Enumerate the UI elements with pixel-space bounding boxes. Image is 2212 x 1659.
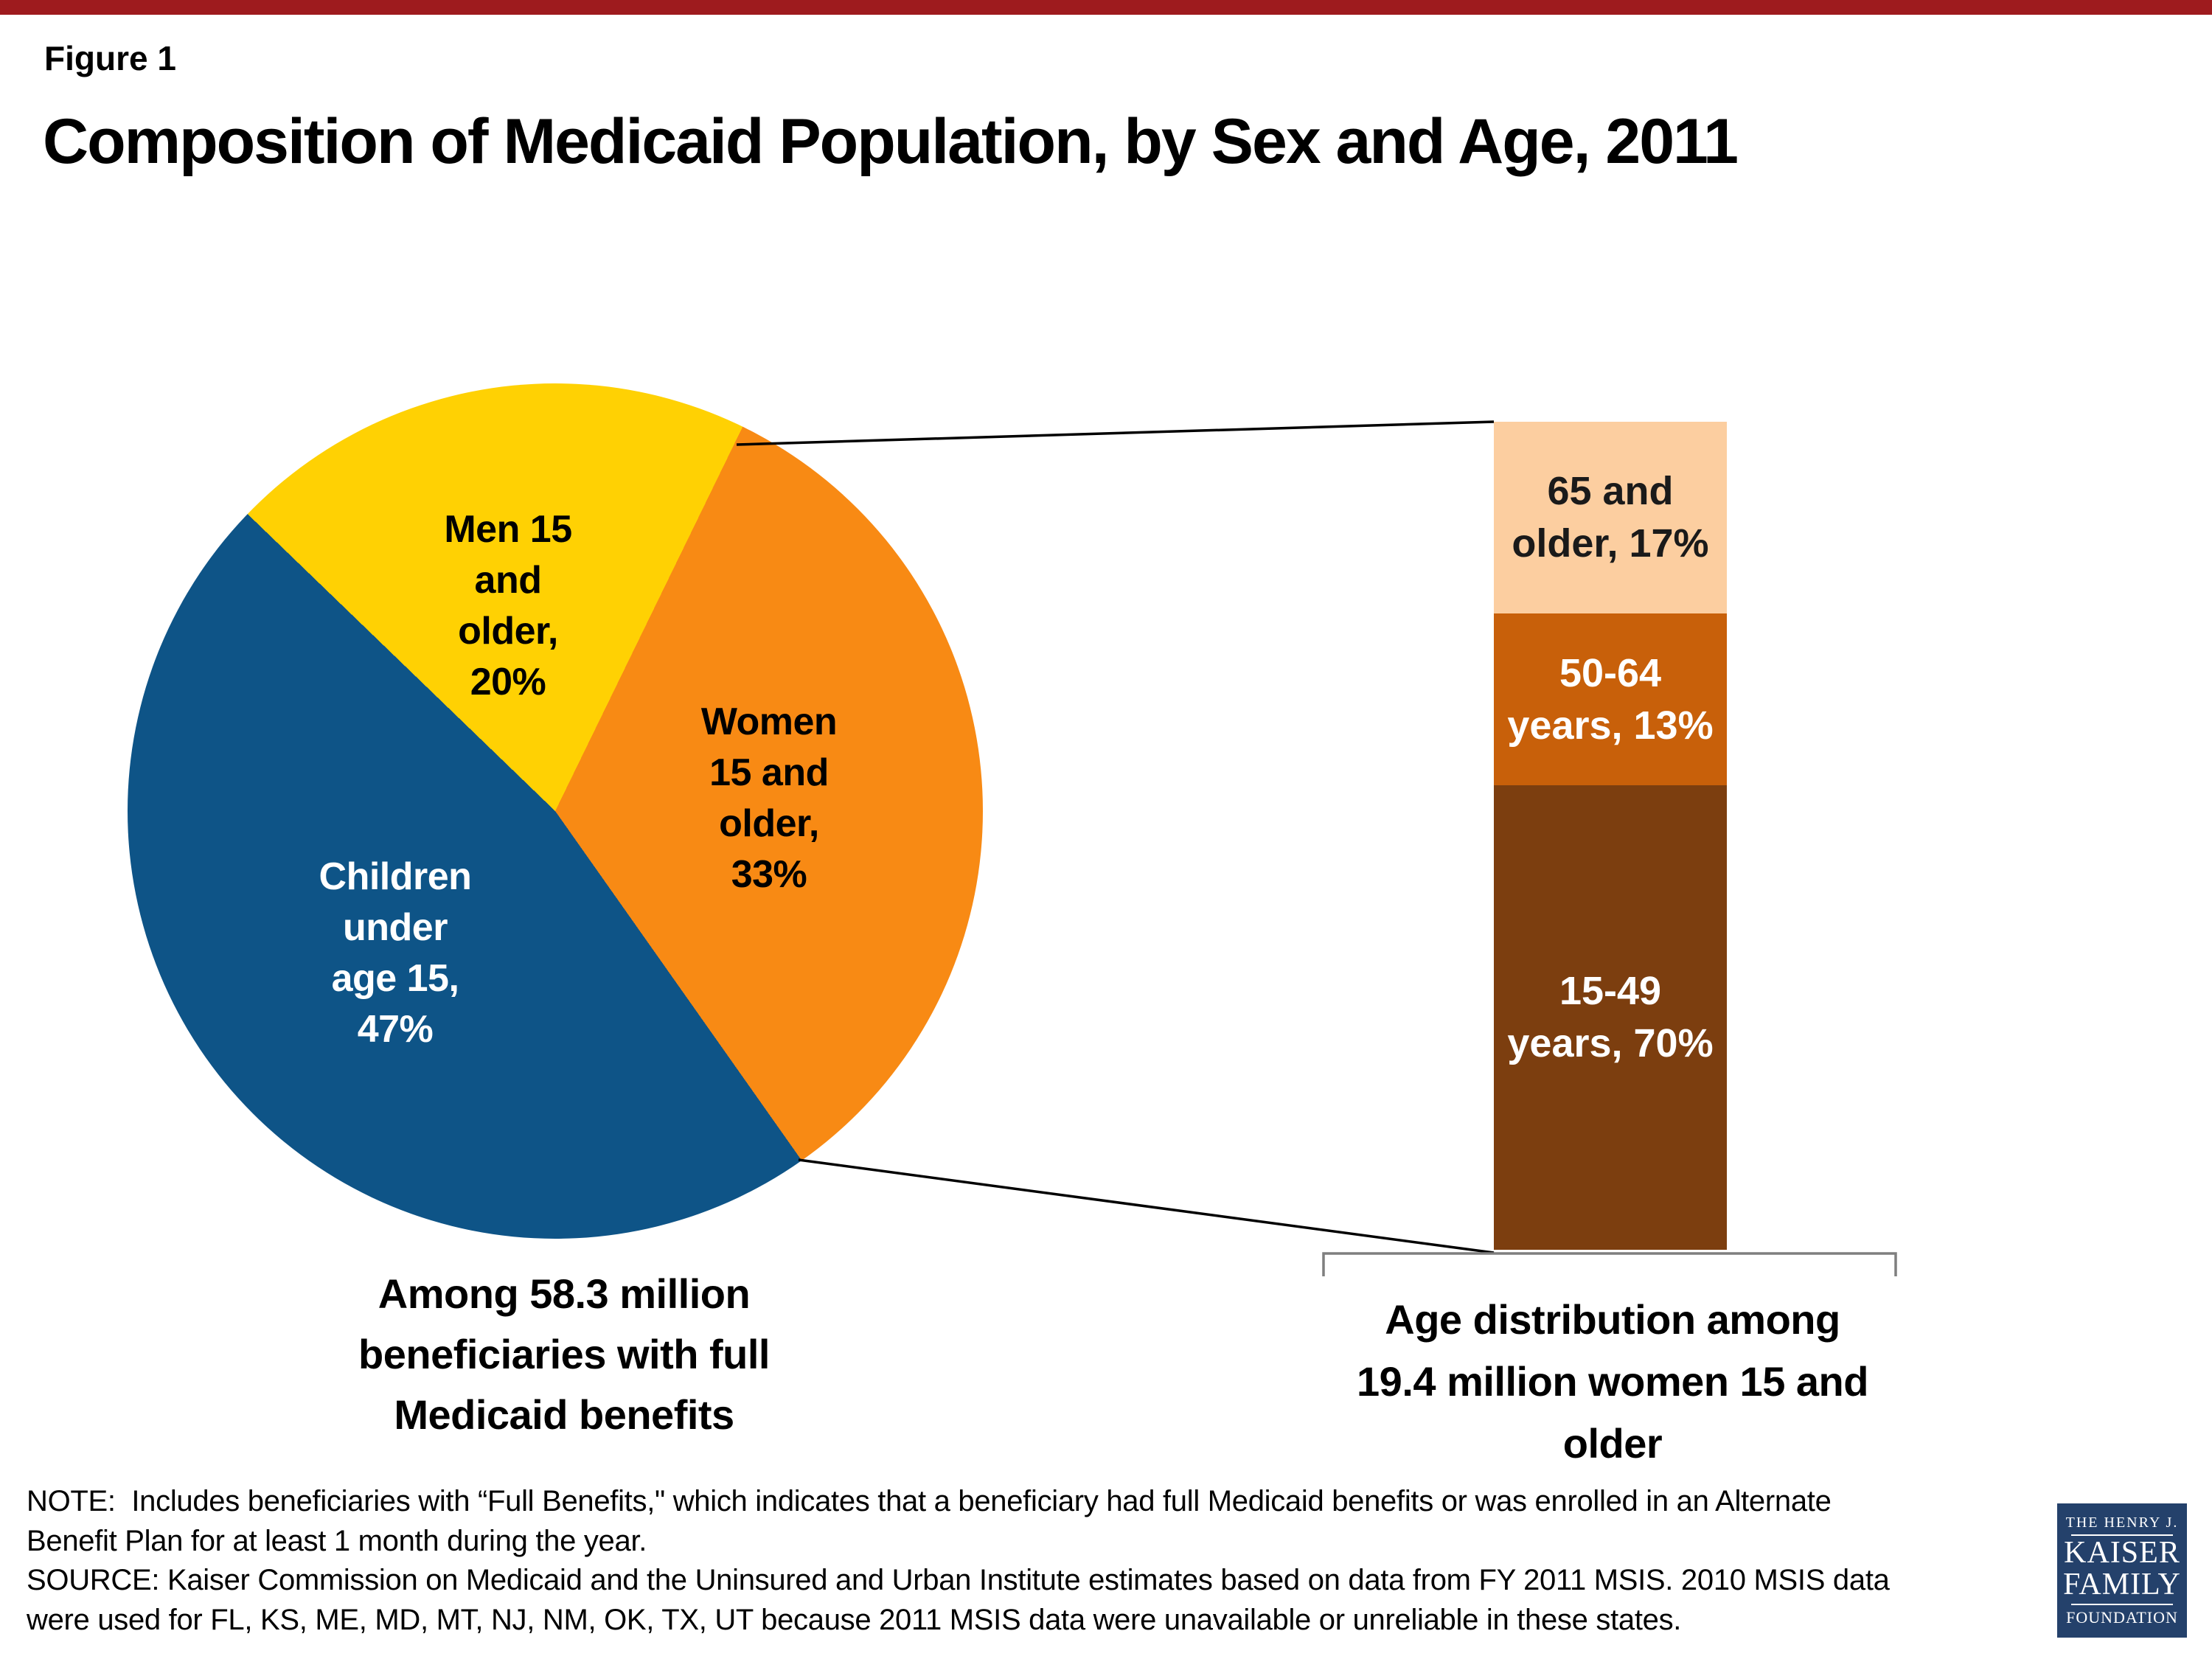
text-line: Women [700,700,838,743]
text-line: Medicaid benefits [394,1391,734,1438]
text-line: age 15, [331,957,459,1000]
bar-segment-50-64-years: 50-64 years, 13% [1494,613,1727,786]
figure-label: Figure 1 [44,39,176,77]
bar-segment-label: 50-64 [1559,650,1662,695]
page-title: Composition of Medicaid Population, by S… [43,106,1739,177]
bar-segment-15-49-years: 15-49 years, 70% [1494,785,1727,1250]
stacked-bar: 65 and older, 17% 50-64 years, 13% 15-49 year… [1494,422,1727,1250]
text-line: 47% [357,1008,434,1051]
bar-segment-label: 15-49 [1559,969,1662,1014]
text-line: Benefit Plan for at least 1 month during… [27,1524,647,1557]
pie-slice-label-children: Children under age 15, 47% [319,852,472,1055]
text-line: NOTE: Includes beneficiaries with “Full … [27,1485,1832,1517]
pie-caption: Among 58.3 million beneficiaries with ful… [358,1264,770,1445]
text-line: older [1562,1420,1663,1467]
text-line: SOURCE: Kaiser Commission on Medicaid an… [27,1564,1890,1596]
pie-chart [128,383,983,1239]
logo-divider-top [2071,1534,2173,1536]
text-line: 20% [470,661,546,703]
text-line: Men 15 [444,508,572,551]
text-line: older, [458,610,558,653]
top-accent-bar [0,0,2212,15]
bar-segment-65-and-older: 65 and older, 17% [1494,422,1727,614]
bar-segment-label: older, 17% [1512,521,1709,566]
text-line: and [474,559,542,602]
pie-slice-label-men: Men 15 and older, 20% [444,504,572,708]
logo-line-kaiser: KAISER [2064,1535,2180,1570]
text-line: beneficiaries with full [358,1331,770,1377]
note-source-text: NOTE: Includes beneficiaries with “Full … [27,1482,1890,1640]
bar-bracket [1322,1252,1897,1276]
bar-segment-label: years, 70% [1507,1021,1714,1066]
logo-divider-bottom [2071,1603,2173,1605]
text-line: were used for FL, KS, ME, MD, MT, NJ, NM… [27,1603,1682,1636]
text-line: Age distribution among [1385,1296,1840,1343]
logo-line-henry-j: THE HENRY J. [2065,1514,2179,1531]
bar-segment-label: 65 and [1547,469,1674,514]
text-line: older, [719,802,819,845]
text-line: 33% [731,853,807,896]
connector-line-top [736,420,1495,446]
kaiser-family-foundation-logo: THE HENRY J. KAISER FAMILY FOUNDATION [2057,1503,2187,1638]
pie-slice-label-women: Women 15 and older, 33% [700,697,838,900]
bar-caption: Age distribution among 19.4 million women… [1357,1289,1868,1475]
text-line: 15 and [709,751,829,794]
text-line: Children [319,855,472,898]
logo-line-family: FAMILY [2063,1567,2181,1601]
text-line: 19.4 million women 15 and [1357,1358,1868,1405]
connector-line-bottom [798,1158,1495,1254]
bar-segment-label: years, 13% [1507,703,1714,748]
text-line: under [343,906,448,949]
text-line: Among 58.3 million [378,1270,751,1317]
logo-line-foundation: FOUNDATION [2066,1607,2178,1627]
